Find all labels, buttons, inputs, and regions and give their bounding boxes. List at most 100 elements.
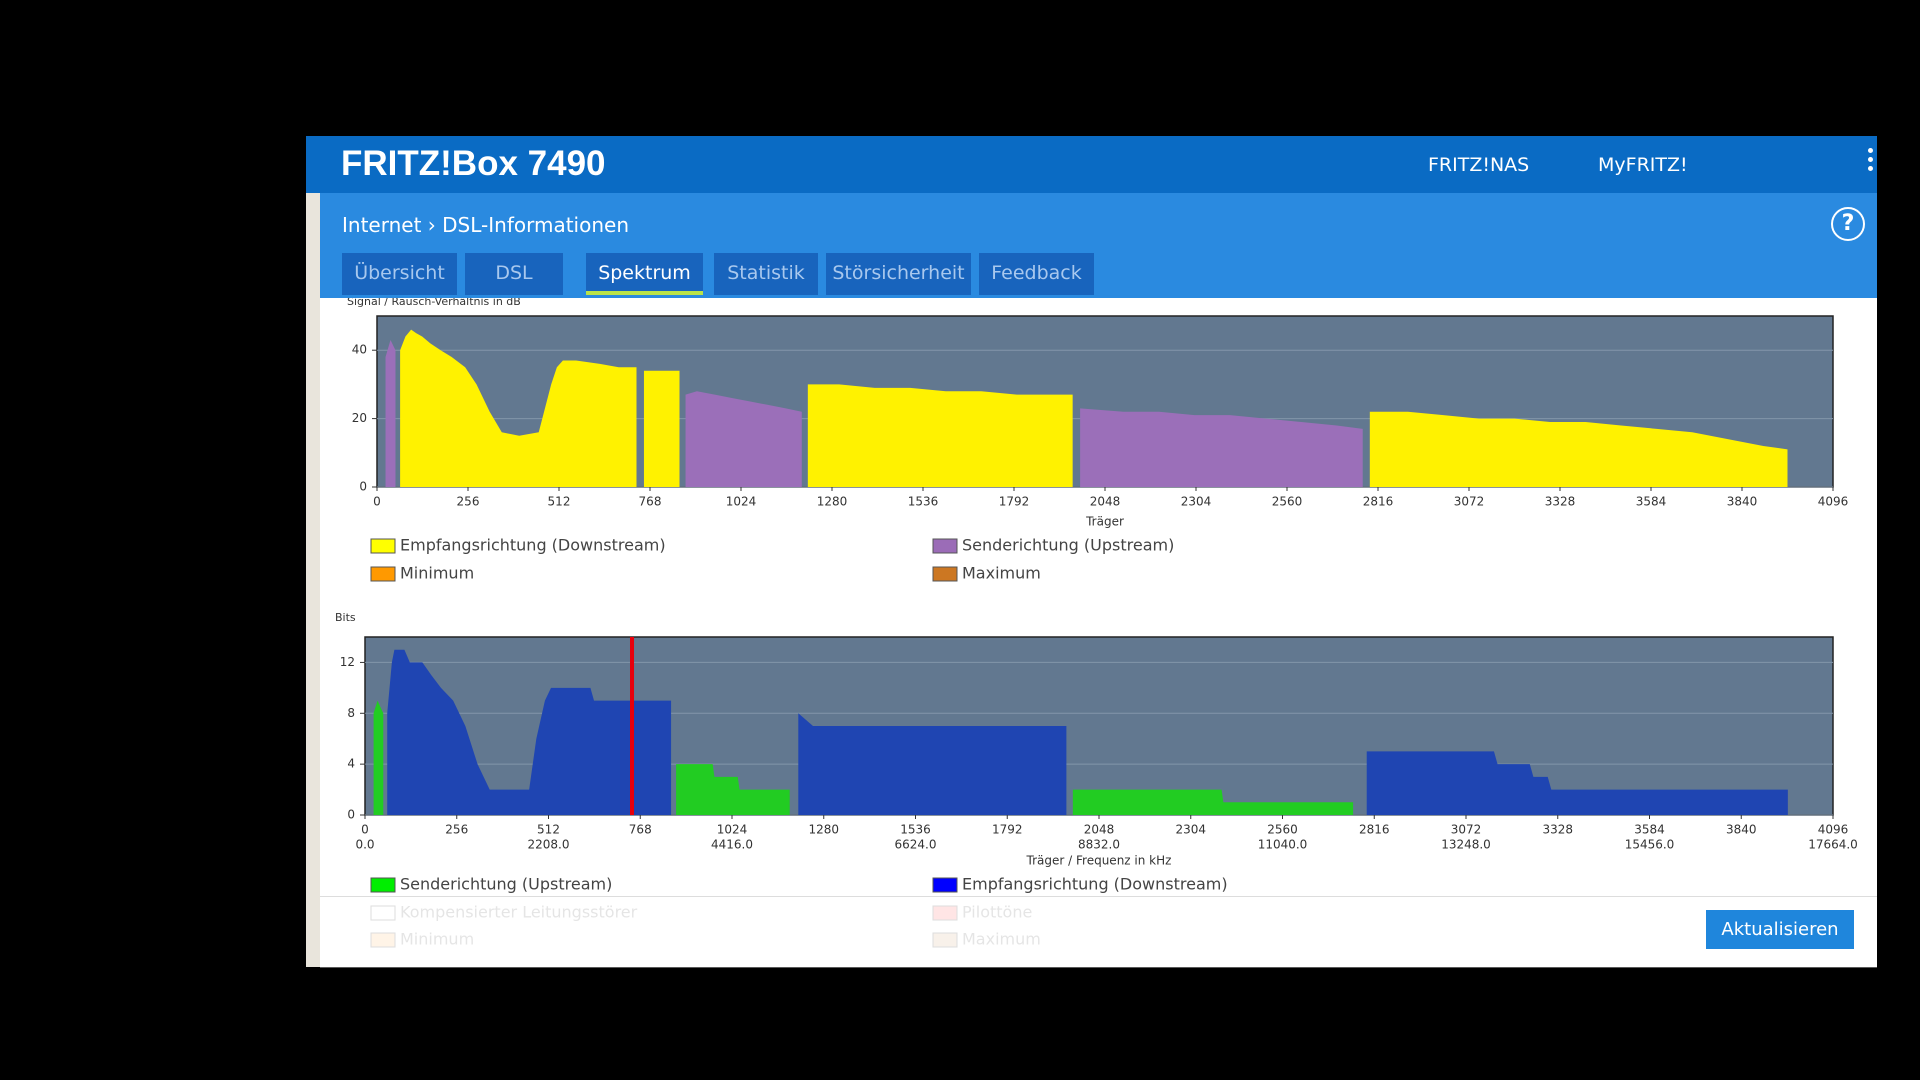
x2-tick-label: 6624.0: [895, 838, 937, 852]
x-tick-label: 0: [361, 823, 369, 837]
legend-label: Maximum: [962, 564, 1041, 583]
x-tick-label: 2304: [1175, 823, 1206, 837]
x-tick-label: 256: [445, 823, 468, 837]
legend-swatch: [370, 538, 396, 554]
menu-icon[interactable]: [1868, 148, 1873, 171]
y-axis-title: Bits: [335, 611, 356, 624]
tab[interactable]: Spektrum: [586, 253, 703, 295]
legend-label: Pilottöne: [962, 903, 1032, 922]
y-tick-label: 4: [347, 757, 355, 771]
tab[interactable]: Feedback: [979, 253, 1094, 295]
x-tick-label: 3072: [1454, 495, 1485, 509]
x2-tick-label: 2208.0: [528, 838, 570, 852]
x-tick-label: 768: [629, 823, 652, 837]
x-tick-label: 3328: [1542, 823, 1573, 837]
x-tick-label: 3328: [1545, 495, 1576, 509]
x-tick-label: 0: [373, 495, 381, 509]
footer: Aktualisieren: [320, 896, 1877, 968]
legend-label: Minimum: [400, 564, 474, 583]
x2-tick-label: 17664.0: [1808, 838, 1858, 852]
x-axis-title: Träger / Frequenz in kHz: [1026, 854, 1172, 868]
x-tick-label: 3840: [1726, 823, 1757, 837]
x-tick-label: 4096: [1818, 495, 1849, 509]
legend-label: Maximum: [962, 930, 1041, 949]
tab[interactable]: DSL: [465, 253, 563, 295]
y-tick-label: 0: [347, 808, 355, 822]
legend-swatch: [370, 877, 396, 893]
y-tick-label: 8: [347, 706, 355, 720]
y-axis-title: Signal / Rausch-Verhältnis in dB: [347, 298, 521, 308]
y-tick-label: 20: [352, 411, 367, 425]
snr-chart: Signal / Rausch-Verhältnis in dB 0 20 40 0 25…: [347, 298, 1849, 583]
x2-tick-label: 8832.0: [1078, 838, 1120, 852]
x-tick-label: 2048: [1084, 823, 1115, 837]
x-tick-label: 1536: [900, 823, 931, 837]
x-tick-label: 2304: [1181, 495, 1212, 509]
header: FRITZ!Box 7490 FRITZ!NAS MyFRITZ!: [306, 136, 1877, 193]
legend-swatch: [932, 538, 958, 554]
x-tick-label: 3840: [1727, 495, 1758, 509]
x-tick-label: 2048: [1090, 495, 1121, 509]
series-area: [400, 329, 1788, 487]
x-tick-label: 512: [537, 823, 560, 837]
x-tick-label: 3072: [1451, 823, 1482, 837]
x-tick-label: 3584: [1636, 495, 1667, 509]
x-tick-label: 256: [457, 495, 480, 509]
legend-swatch: [932, 905, 958, 921]
x2-tick-label: 4416.0: [711, 838, 753, 852]
x-tick-label: 1792: [992, 823, 1023, 837]
x-tick-label: 3584: [1634, 823, 1665, 837]
legend-label: Minimum: [400, 930, 474, 949]
x-tick-label: 768: [639, 495, 662, 509]
crumb-parent[interactable]: Internet: [342, 213, 422, 237]
crumb-current: DSL-Informationen: [442, 213, 629, 237]
legend-label: Kompensierter Leitungsstörer: [400, 903, 638, 922]
x2-tick-label: 15456.0: [1625, 838, 1675, 852]
bits-chart: Bits 0 4 8 12 0 256 512 768 1024 1280 1536 1792 2048 2…: [335, 611, 1858, 949]
x-tick-label: 2816: [1363, 495, 1394, 509]
nav-bar: Internet › DSL-Informationen ? Übersicht…: [320, 193, 1877, 298]
x-tick-label: 2560: [1267, 823, 1298, 837]
legend-label: Senderichtung (Upstream): [400, 875, 612, 894]
y-tick-label: 12: [340, 655, 355, 669]
side-strip: [306, 193, 320, 967]
x-tick-label: 1792: [999, 495, 1030, 509]
legend-label: Senderichtung (Upstream): [962, 536, 1174, 555]
series-area: [387, 649, 1788, 815]
x-tick-label: 2560: [1272, 495, 1303, 509]
x-tick-label: 2816: [1359, 823, 1390, 837]
breadcrumb: Internet › DSL-Informationen: [342, 213, 629, 237]
series-area: [373, 700, 1354, 815]
x-tick-label: 1536: [908, 495, 939, 509]
legend-swatch: [932, 877, 958, 893]
legend-label: Empfangsrichtung (Downstream): [400, 536, 666, 555]
refresh-button[interactable]: Aktualisieren: [1706, 910, 1854, 949]
x-tick-label: 1280: [817, 495, 848, 509]
y-tick-label: 0: [359, 480, 367, 494]
legend-swatch: [370, 566, 396, 582]
x-tick-label: 1024: [726, 495, 757, 509]
y-tick-label: 40: [352, 343, 367, 357]
x2-tick-label: 11040.0: [1258, 838, 1308, 852]
tab[interactable]: Statistik: [714, 253, 818, 295]
app-title: FRITZ!Box 7490: [341, 144, 606, 183]
legend-swatch: [370, 905, 396, 921]
tab[interactable]: Übersicht: [342, 253, 457, 295]
legend-swatch: [370, 932, 396, 948]
x-axis-title: Träger: [1085, 515, 1124, 529]
series-area: [385, 339, 1363, 487]
nav-link[interactable]: FRITZ!NAS: [1428, 154, 1530, 176]
x2-tick-label: 0.0: [355, 838, 374, 852]
x-tick-label: 4096: [1818, 823, 1849, 837]
x-tick-label: 1024: [717, 823, 748, 837]
help-button[interactable]: ?: [1831, 207, 1865, 241]
tab[interactable]: Störsicherheit: [826, 253, 971, 295]
legend-label: Empfangsrichtung (Downstream): [962, 875, 1228, 894]
nav-link[interactable]: MyFRITZ!: [1598, 154, 1688, 176]
legend-swatch: [932, 932, 958, 948]
x2-tick-label: 13248.0: [1441, 838, 1491, 852]
x-tick-label: 512: [548, 495, 571, 509]
x-tick-label: 1280: [808, 823, 839, 837]
legend-swatch: [932, 566, 958, 582]
